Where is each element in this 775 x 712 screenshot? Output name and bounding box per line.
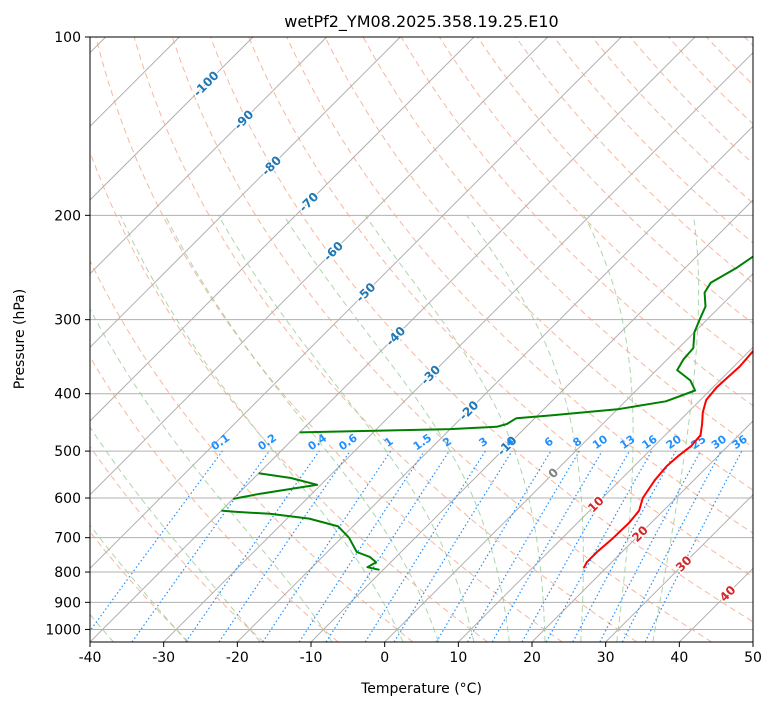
x-tick-label: 40 [670,650,688,666]
mixing-ratio-label: 3 [477,435,491,450]
y-tick-label: 300 [54,313,81,329]
moist-adiabat-line [653,215,699,642]
mixing-ratio-label: 25 [689,433,709,452]
x-tick-label: -30 [152,650,175,666]
isotherm-line [385,37,775,642]
dry-adiabat-line [0,37,189,642]
mixing-ratio-label: 20 [664,432,684,452]
isotherm-line [532,37,775,642]
mixing-ratio-line [546,451,651,642]
mixing-ratio-line [326,451,449,642]
x-axis-label: Temperature (°C) [360,681,482,697]
mixing-ratio-line [82,451,223,642]
mixing-ratio-label: 0.1 [209,431,232,453]
plot-area: -100-90-80-70-60-50-40-30-20-10010203040… [0,37,775,642]
x-tick-label: -20 [226,650,249,666]
dry-adiabat-line [0,37,264,642]
mixing-ratio-label: 6 [542,435,556,450]
isotherm-line [16,37,621,642]
isotherm-line [0,37,253,642]
dry-adiabat-line [20,37,413,642]
x-tick-label: 10 [449,650,467,666]
y-tick-label: 400 [54,387,81,403]
mixing-ratio-label: 1.5 [411,431,434,453]
dry-adiabat-line [707,37,775,642]
mixing-ratio-label: 1 [382,435,396,450]
y-tick-label: 900 [54,595,81,611]
mixing-ratio-lines [82,451,742,642]
y-tick-label: 200 [54,208,81,224]
isotherm-line [0,37,400,642]
x-tick-label: 20 [523,650,541,666]
isotherm-line [0,37,327,642]
x-axis: -40 -30 -20 -10 0 10 20 30 40 50 [79,642,762,666]
mixing-ratio-label: 16 [640,432,660,452]
isotherm-line [164,37,769,642]
y-tick-label: 600 [54,491,81,507]
isobar-grid [90,37,753,629]
y-tick-label: 1000 [45,622,81,638]
mixing-ratio-label: 30 [709,432,729,452]
y-axis: 100 200 300 400 500 600 700 800 900 1000 [45,30,90,638]
mixing-ratio-line [600,451,701,642]
mixing-ratio-line [436,451,551,642]
dry-adiabat-line [592,37,775,642]
dry-adiabat-line [0,37,338,642]
sounding-line [300,37,775,432]
isotherm-line [311,37,775,642]
mixing-ratio-line [299,451,424,642]
y-tick-label: 800 [54,565,81,581]
mixing-ratio-line [263,451,391,642]
dry-adiabat-line [745,37,775,642]
moist-adiabat-line [0,215,187,642]
isotherm-line [458,37,775,642]
chart-title: wetPf2_YM08.2025.358.19.25.E10 [284,12,558,32]
x-tick-label: 50 [744,650,762,666]
dry-adiabat-line [516,37,775,642]
mixing-ratio-line [219,451,350,642]
y-tick-label: 100 [54,30,81,46]
y-tick-label: 700 [54,531,81,547]
mixing-ratio-label: 10 [590,432,610,452]
x-tick-label: -40 [79,650,102,666]
mixing-ratio-label: 0.2 [256,431,279,453]
dry-adiabat-line [58,37,488,642]
mixing-ratio-line [573,451,676,642]
x-tick-label: 30 [597,650,615,666]
dry-adiabat-line [554,37,775,642]
mixing-ratio-line [365,451,485,642]
x-tick-label: 0 [380,650,389,666]
mixing-ratio-label: 36 [730,432,750,452]
mixing-ratio-label: 13 [617,433,637,452]
x-tick-label: -10 [300,650,323,666]
y-axis-label: Pressure (hPa) [12,289,28,389]
moist-adiabat-line [0,215,260,642]
isotherm-line [753,37,775,642]
mixing-ratio-label: 8 [571,435,585,450]
dry-adiabat-line [668,37,775,642]
y-tick-label: 500 [54,444,81,460]
